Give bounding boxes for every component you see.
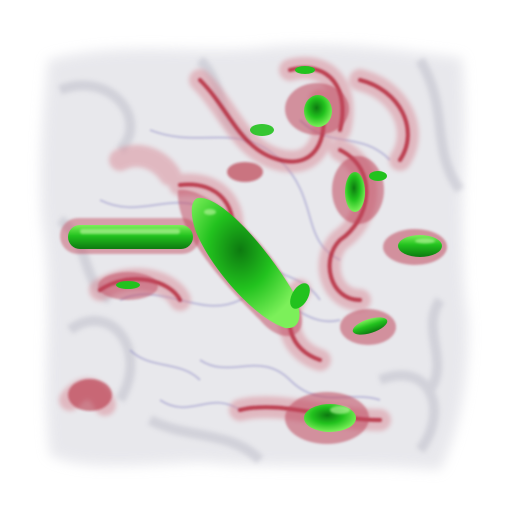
core-highlights [80,209,435,414]
green-core-upper-mid [250,124,274,136]
green-core-left-tube [68,225,193,249]
green-core-right-tube [398,235,442,257]
green-core-top-small [295,66,315,74]
green-core-left-small [116,281,140,289]
green-core-right-small [369,171,387,181]
green-core-left-mid [290,283,310,309]
green-core-top [304,95,332,127]
green-core-right-upper [345,172,365,212]
green-core-central [191,197,300,329]
green-core-right-mid [352,317,388,335]
